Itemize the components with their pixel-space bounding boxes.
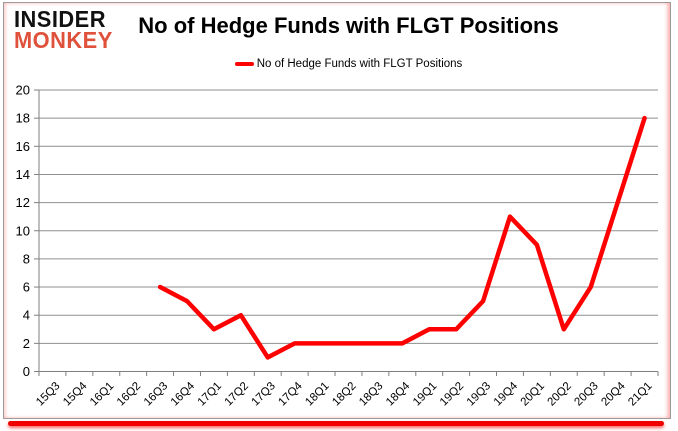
series-line [157, 115, 647, 360]
logo-line-insider: INSIDER [14, 6, 106, 32]
x-tick-label: 18Q3 [357, 380, 385, 408]
y-tick-label: 4 [23, 308, 30, 323]
x-tick-label: 17Q1 [196, 380, 224, 408]
x-tick-label: 15Q4 [61, 380, 90, 409]
legend-line-swatch [234, 62, 254, 66]
x-tick-label: 17Q4 [276, 380, 305, 409]
insider-monkey-logo: INSIDER MONKEY [14, 6, 113, 53]
x-tick-label: 16Q2 [115, 380, 143, 408]
y-tick-label: 16 [16, 139, 30, 154]
legend-label: No of Hedge Funds with FLGT Positions [256, 58, 463, 70]
chart-title: No of Hedge Funds with FLGT Positions [138, 13, 559, 38]
y-tick-label: 18 [16, 111, 30, 126]
x-tick-label: 18Q4 [384, 380, 413, 409]
y-tick-label: 2 [23, 336, 30, 351]
x-tick-label: 16Q3 [142, 380, 170, 408]
x-tick-label: 20Q2 [546, 380, 574, 408]
x-tick-label: 19Q3 [465, 380, 493, 408]
y-tick-label: 10 [16, 223, 30, 238]
x-tick-label: 20Q1 [519, 380, 547, 408]
legend: No of Hedge Funds with FLGT Positions [39, 58, 658, 70]
x-tick-label: 17Q2 [223, 380, 251, 408]
y-tick-label: 8 [23, 251, 30, 266]
y-tick-label: 20 [16, 83, 30, 98]
y-tick-label: 12 [16, 195, 30, 210]
x-tick-label: 18Q1 [303, 380, 331, 408]
x-tick-label: 16Q1 [88, 380, 116, 408]
x-tick-label: 15Q3 [34, 380, 62, 408]
x-tick-label: 19Q2 [438, 380, 466, 408]
logo-line-monkey: MONKEY [14, 27, 113, 53]
card-background [3, 2, 671, 419]
y-tick-label: 6 [23, 280, 30, 295]
x-tick-label: 17Q3 [249, 380, 277, 408]
x-tick-label: 20Q4 [599, 380, 628, 409]
bottom-red-shadow-bar [8, 421, 664, 426]
x-tick-label: 21Q1 [626, 380, 654, 408]
x-tick-label: 19Q1 [411, 380, 439, 408]
x-tick-label: 19Q4 [492, 380, 521, 409]
x-tick-label: 16Q4 [169, 380, 198, 409]
y-tick-label: 0 [23, 364, 30, 379]
y-tick-label: 14 [16, 167, 30, 182]
x-tick-label: 20Q3 [572, 380, 600, 408]
x-tick-label: 18Q2 [330, 380, 358, 408]
